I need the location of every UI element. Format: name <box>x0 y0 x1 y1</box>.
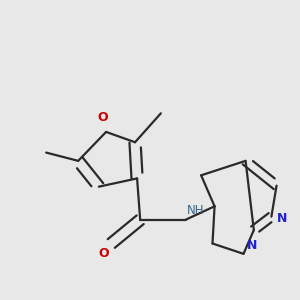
Text: N: N <box>277 212 287 225</box>
Text: O: O <box>98 111 108 124</box>
Text: N: N <box>247 239 257 252</box>
Text: NH: NH <box>187 204 205 217</box>
Text: O: O <box>98 247 109 260</box>
